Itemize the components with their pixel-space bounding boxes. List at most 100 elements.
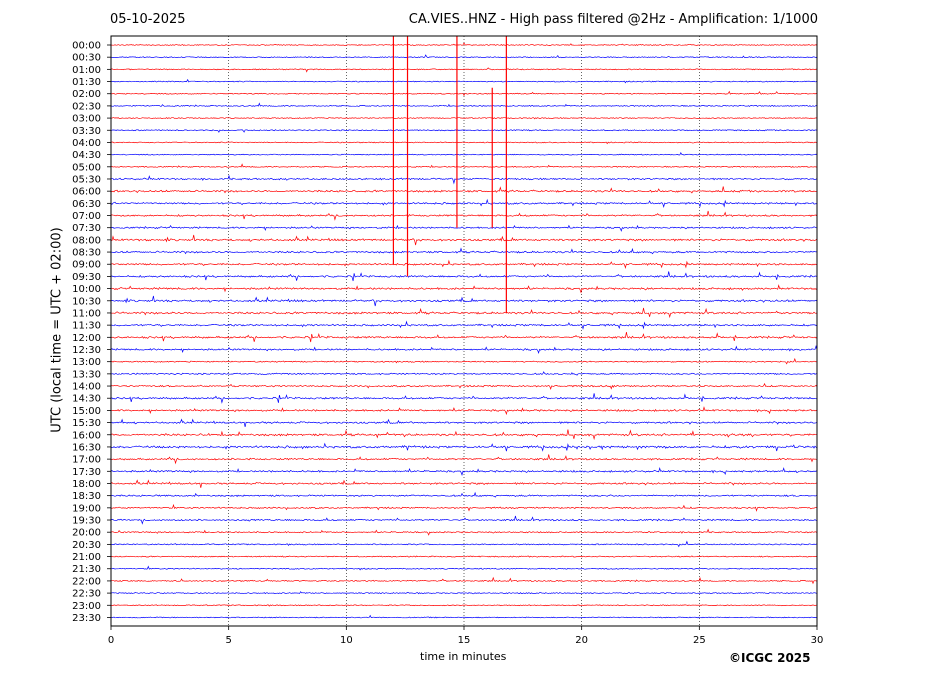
- trace-row-1430: [110, 393, 818, 404]
- y-tick-label: 23:30: [72, 613, 101, 624]
- trace-row-0800: [110, 234, 818, 246]
- x-tick-label: 15: [458, 635, 471, 646]
- y-tick-label: 18:30: [72, 491, 101, 502]
- trace-row-1230: [110, 344, 818, 355]
- x-tick-label: 30: [811, 635, 824, 646]
- plot-frame: [110, 35, 818, 627]
- y-tick-label: 00:00: [72, 41, 101, 52]
- y-tick-label: 17:00: [72, 455, 101, 466]
- trace-row-1500: [110, 406, 818, 416]
- y-tick-label: 00:30: [72, 53, 101, 64]
- y-tick-label: 06:30: [72, 199, 101, 210]
- y-tick-label: 04:30: [72, 150, 101, 161]
- y-tick-label: 22:30: [72, 589, 101, 600]
- y-tick-label: 23:00: [72, 601, 101, 612]
- trace-row-1530: [110, 418, 818, 427]
- trace-row-0900: [110, 259, 818, 269]
- y-tick-label: 09:00: [72, 260, 101, 271]
- y-tick-label: 16:30: [72, 442, 101, 453]
- y-tick-label: 03:00: [72, 114, 101, 125]
- y-tick-label: 22:00: [72, 576, 101, 587]
- y-tick-label: 01:00: [72, 65, 101, 76]
- trace-row-0500: [110, 163, 818, 168]
- x-tick-label: 0: [108, 635, 114, 646]
- y-tick-label: 19:30: [72, 516, 101, 527]
- y-tick-label: 06:00: [72, 187, 101, 198]
- x-tick-label: 5: [225, 635, 231, 646]
- trace-row-1330: [111, 371, 818, 376]
- trace-row-1800: [110, 479, 818, 488]
- trace-row-0230: [110, 102, 818, 107]
- trace-row-1930: [110, 515, 818, 525]
- y-tick-label: 12:30: [72, 345, 101, 356]
- trace-row-1200: [110, 332, 818, 343]
- trace-row-0030: [110, 54, 818, 59]
- y-tick-label: 03:30: [72, 126, 101, 137]
- trace-row-0330: [111, 129, 818, 133]
- grid-lines: [228, 36, 700, 626]
- y-tick-label: 20:30: [72, 540, 101, 551]
- trace-row-1100: [110, 307, 818, 319]
- y-tick-label: 01:30: [72, 77, 101, 88]
- y-tick-label: 10:00: [72, 284, 101, 295]
- y-tick-label: 21:00: [72, 552, 101, 563]
- trace-row-0200: [110, 90, 818, 97]
- y-tick-label: 16:00: [72, 430, 101, 441]
- trace-row-2130: [110, 565, 818, 571]
- trace-row-1030: [110, 295, 818, 307]
- y-axis-label: UTC (local time = UTC + 02:00): [49, 227, 65, 433]
- y-tick-label: 17:30: [72, 467, 101, 478]
- trace-row-0830: [110, 247, 818, 255]
- date-label: 05-10-2025: [110, 12, 186, 27]
- trace-row-2200: [110, 576, 818, 585]
- trace-row-1630: [110, 442, 818, 452]
- y-tick-label: 07:00: [72, 211, 101, 222]
- trace-row-1300: [110, 357, 818, 365]
- trace-row-2300: [110, 604, 817, 607]
- trace-row-1400: [110, 382, 818, 390]
- y-tick-label: 10:30: [72, 296, 101, 307]
- copyright-label: ©ICGC 2025: [729, 651, 811, 665]
- trace-row-0700: [110, 210, 818, 221]
- trace-row-0100: [110, 67, 818, 73]
- y-tick-label: 12:00: [72, 333, 101, 344]
- trace-row-0730: [110, 224, 818, 232]
- trace-row-0000: [110, 42, 818, 46]
- x-tick-labels: 0 5 10 15 20 25 30: [108, 626, 824, 646]
- y-tick-label: 15:00: [72, 406, 101, 417]
- trace-row-0530: [110, 174, 818, 185]
- y-tick-label: 13:30: [72, 369, 101, 380]
- x-tick-label: 25: [693, 635, 706, 646]
- trace-row-1830: [110, 491, 818, 498]
- trace-row-0400: [110, 141, 818, 145]
- trace-row-0130: [110, 78, 818, 84]
- trace-row-1900: [110, 503, 818, 512]
- large-spikes: [392, 36, 507, 313]
- x-tick-label: 20: [575, 635, 588, 646]
- y-tick-label: 15:30: [72, 418, 101, 429]
- chart-title: CA.VIES..HNZ - High pass filtered @2Hz -…: [408, 12, 818, 27]
- y-tick-label: 11:00: [72, 308, 101, 319]
- trace-row-0630: [110, 198, 818, 209]
- y-tick-label: 11:30: [72, 321, 101, 332]
- seismic-traces: [110, 42, 818, 619]
- trace-row-2100: [110, 555, 818, 558]
- trace-row-0430: [110, 151, 818, 156]
- y-tick-label: 13:00: [72, 357, 101, 368]
- y-tick-label: 07:30: [72, 223, 101, 234]
- y-tick-label: 05:30: [72, 174, 101, 185]
- y-tick-label: 05:00: [72, 162, 101, 173]
- y-tick-label: 02:30: [72, 101, 101, 112]
- y-tick-label: 19:00: [72, 503, 101, 514]
- x-tick-label: 10: [340, 635, 353, 646]
- trace-row-0930: [110, 271, 818, 282]
- trace-row-2330: [110, 614, 818, 619]
- y-tick-label: 02:00: [72, 89, 101, 100]
- trace-row-1000: [110, 284, 818, 294]
- y-tick-label: 21:30: [72, 564, 101, 575]
- trace-row-1130: [111, 320, 818, 330]
- y-tick-label: 08:00: [72, 235, 101, 246]
- trace-row-0600: [110, 186, 817, 194]
